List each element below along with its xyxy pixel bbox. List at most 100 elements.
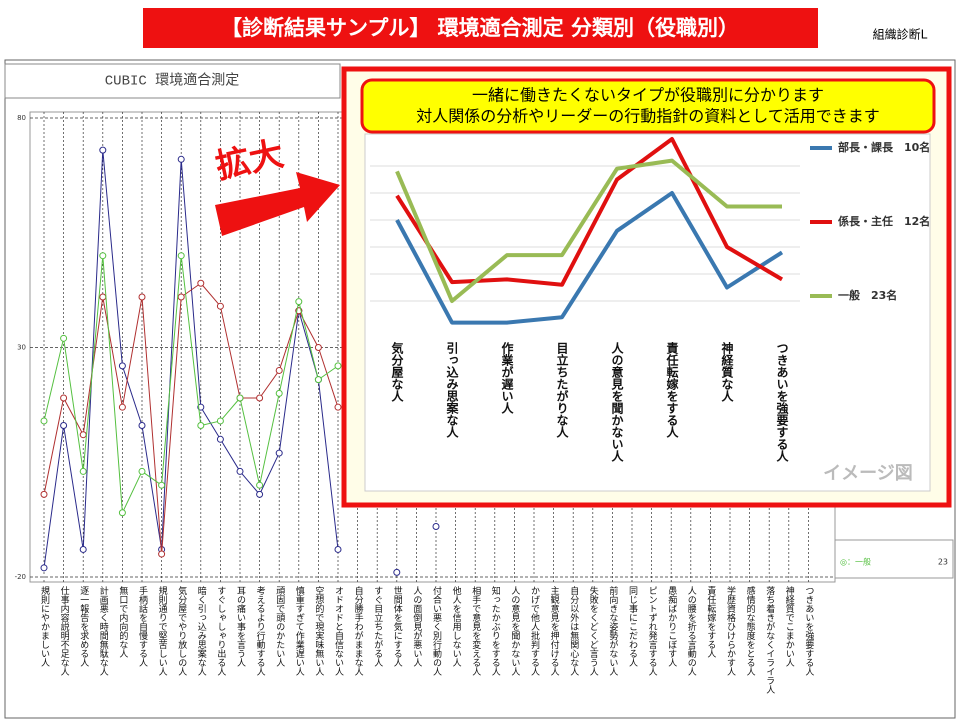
x-tick-label: 失敗をくどくど言う人 — [588, 585, 599, 676]
point — [177, 155, 185, 163]
point — [79, 467, 87, 475]
point — [79, 545, 87, 553]
legend-label: 一般 23名 — [838, 288, 897, 302]
point — [99, 293, 107, 301]
x-tick-label: 自分勝手わがままな人 — [353, 585, 364, 676]
x-tick-label: 感情的な態度をとる人 — [745, 585, 756, 676]
point — [138, 467, 146, 475]
x-tick-label: 手柄話を自慢する人 — [137, 585, 148, 667]
x-tick-label: 神経質でこまかい人 — [784, 585, 795, 667]
legend-label: 部長・課長 10名 — [838, 140, 930, 154]
x-tick-label: 世間体を気にする人 — [392, 585, 403, 667]
point — [60, 422, 68, 430]
point — [40, 417, 48, 425]
chart-title-box — [4, 63, 341, 99]
x-tick-label: 知ったかぶりをする人 — [490, 585, 501, 676]
title-bar — [143, 8, 818, 48]
point — [138, 422, 146, 430]
point — [177, 293, 185, 301]
x-tick-label: 頑固で頭のかたい人 — [274, 586, 285, 667]
banner — [360, 78, 936, 134]
watermark: イメージ図 — [823, 463, 913, 484]
banner-line: 一緒に働きたくないタイプが役職別に分かります — [472, 86, 824, 105]
x-tick-label: 神経質な人 — [720, 341, 734, 402]
x-tick-label: 気分屋な人 — [390, 341, 404, 402]
zoom-panel: 一緒に働きたくないタイプが役職別に分かります 対人関係の分析やリーダーの行動指針… — [341, 66, 952, 508]
x-tick-label: 愚痴ばかりこぼす人 — [666, 586, 677, 667]
point — [275, 449, 283, 457]
point — [118, 403, 126, 411]
x-tick-label: 他人を信用しない人 — [451, 585, 462, 667]
legend-count: 23 — [938, 558, 948, 567]
point — [256, 490, 264, 498]
point — [295, 298, 303, 306]
point — [60, 334, 68, 342]
x-tick-label: 考えるより行動する人 — [255, 586, 266, 676]
point — [40, 490, 48, 498]
point — [158, 481, 166, 489]
point — [158, 550, 166, 558]
point — [256, 481, 264, 489]
point — [197, 279, 205, 287]
x-tick-label: 無口で内向的な人 — [117, 585, 128, 658]
x-tick-label: 暗く引っ込み思案な人 — [196, 585, 207, 676]
x-tick-label: 責任転嫁をする人 — [705, 585, 716, 658]
x-tick-label: すぐしゃしゃり出る人 — [215, 586, 226, 676]
x-tick-label: 仕事内容説明不足な人 — [59, 585, 70, 676]
point — [177, 252, 185, 260]
point — [432, 523, 440, 531]
point — [40, 564, 48, 572]
series-line — [395, 137, 784, 287]
legend-label: 係長・主任 12名 — [838, 214, 930, 228]
y-tick-label: 30 — [17, 344, 26, 352]
point — [334, 403, 342, 411]
series-line — [43, 255, 339, 514]
chart-title: CUBIC 環境適合測定 — [105, 72, 239, 90]
point — [99, 252, 107, 260]
point — [60, 394, 68, 402]
point — [216, 302, 224, 310]
x-tick-label: つきあいを強要する人 — [775, 342, 789, 462]
point — [216, 435, 224, 443]
x-tick-label: 逐一報告を求める人 — [78, 586, 89, 667]
x-tick-label: 引っ込み思案な人 — [445, 342, 459, 438]
x-tick-label: オドオドと自信ない人 — [333, 586, 344, 676]
x-tick-label: つきあいを強要する人 — [803, 586, 814, 676]
x-tick-label: 空想的で現実味無い人 — [313, 585, 324, 676]
x-tick-label: 前向きな姿勢がない人 — [607, 585, 618, 676]
point — [216, 417, 224, 425]
x-tick-label: かげで他人批判する人 — [529, 586, 540, 676]
point — [197, 422, 205, 430]
x-tick-label: 相手で意見を変える人 — [470, 585, 481, 676]
point — [256, 394, 264, 402]
banner-line: 対人関係の分析やリーダーの行動指針の資料として活用できます — [416, 107, 880, 126]
x-tick-label: 学歴資格ひけらかす人 — [725, 585, 736, 676]
point — [393, 568, 401, 576]
point — [79, 431, 87, 439]
x-tick-label: 規則通りで堅苦しい人 — [157, 586, 168, 676]
x-tick-label: 計画悪く時間無駄な人 — [98, 585, 109, 676]
series-line — [395, 191, 784, 325]
x-tick-label: 慎重すぎて作業遅い人 — [294, 585, 305, 676]
x-tick-label: 作業が遅い人 — [500, 341, 514, 414]
arrow — [215, 172, 340, 236]
point — [138, 293, 146, 301]
point — [334, 362, 342, 370]
point — [275, 389, 283, 397]
point — [236, 467, 244, 475]
point — [334, 545, 342, 553]
x-tick-label: ピントずれ発言する人 — [647, 586, 658, 676]
point — [236, 394, 244, 402]
x-tick-label: 落ち着きがなくイライラ人 — [764, 585, 775, 694]
point — [99, 146, 107, 154]
x-tick-label: 人の腰を折る言動の人 — [686, 586, 697, 676]
x-tick-label: すぐ目立ちたがる人 — [372, 586, 383, 667]
x-tick-label: 人の意見を聞かない人 — [509, 586, 520, 676]
series-line — [395, 158, 782, 303]
y-tick-label: 80 — [17, 114, 26, 122]
x-tick-label: 気分屋でやり放しの人 — [176, 585, 187, 676]
legend-box — [834, 539, 954, 579]
corner-label: 組織診断L — [873, 27, 928, 42]
x-tick-label: 付合い悪く別行動の人 — [431, 586, 442, 676]
